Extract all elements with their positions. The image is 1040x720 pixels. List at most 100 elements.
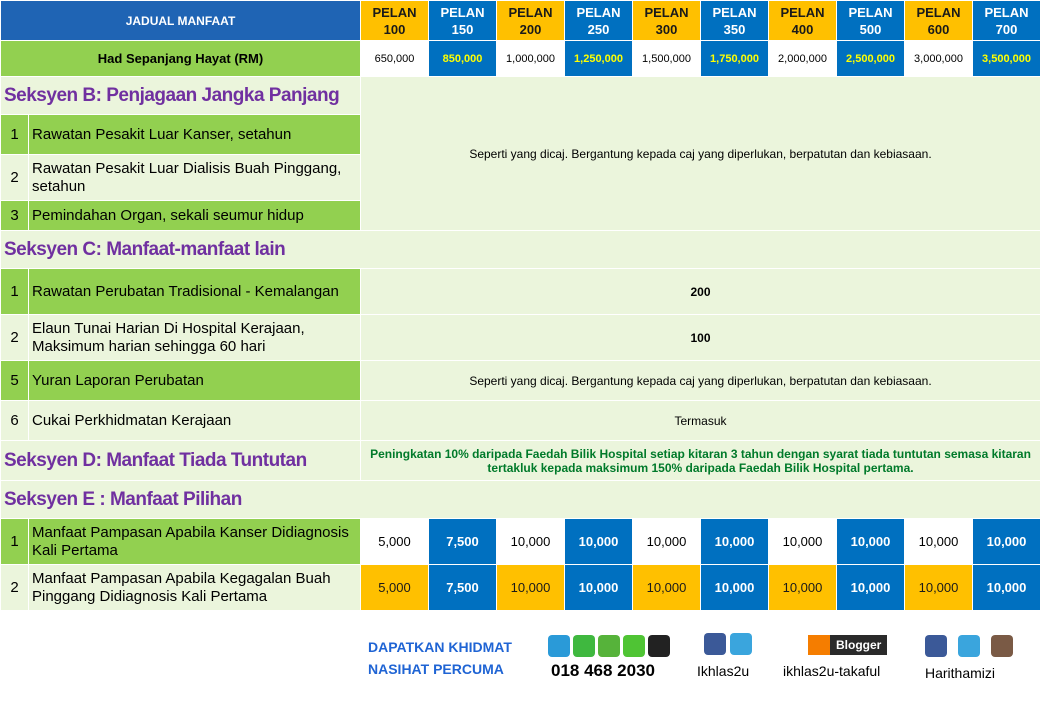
limit-value: 1,250,000: [564, 40, 633, 77]
cta-line: NASIHAT PERCUMA: [368, 661, 504, 677]
icon: [925, 635, 947, 657]
section-title: Seksyen C: Manfaat-manfaat lain: [0, 230, 1040, 269]
row-value: 7,500: [428, 518, 497, 565]
icon: [573, 635, 595, 657]
row-value: 10,000: [700, 564, 769, 611]
limit-value: 1,500,000: [632, 40, 701, 77]
row-number: 1: [0, 518, 29, 565]
limit-value: 2,000,000: [768, 40, 837, 77]
icon: [648, 635, 670, 657]
limit-value: 650,000: [360, 40, 429, 77]
row-value: 10,000: [632, 518, 701, 565]
icon: [598, 635, 620, 657]
section-value: Peningkatan 10% daripada Faedah Bilik Ho…: [360, 440, 1040, 481]
plan-header: PELAN 200: [496, 0, 565, 41]
row-number: 1: [0, 114, 29, 155]
row-value: 10,000: [836, 518, 905, 565]
row-value: 7,500: [428, 564, 497, 611]
icon: [548, 635, 570, 657]
section-title: Seksyen B: Penjagaan Jangka Panjang: [0, 76, 361, 115]
benefit-row: 6 Cukai Perkhidmatan Kerajaan Termasuk: [0, 400, 1040, 441]
plan-header: PELAN 300: [632, 0, 701, 41]
row-value: 200: [360, 268, 1040, 315]
phone: 018 468 2030: [551, 661, 655, 680]
limit-label: Had Sepanjang Hayat (RM): [0, 40, 361, 77]
benefit-row: 2 Elaun Tunai Harian Di Hospital Kerajaan…: [0, 314, 1040, 361]
row-number: 6: [0, 400, 29, 441]
row-number: 5: [0, 360, 29, 401]
plan-header: PELAN 100: [360, 0, 429, 41]
icon: [730, 633, 752, 655]
social-handle: Harithamizi: [925, 665, 996, 681]
icon: [991, 635, 1013, 657]
row-value: 10,000: [768, 564, 837, 611]
row-value: 10,000: [564, 564, 633, 611]
plan-header: PELAN 500: [836, 0, 905, 41]
row-value: Seperti yang dicaj. Bergantung kepada ca…: [360, 360, 1040, 401]
icon: [623, 635, 645, 657]
row-label: Manfaat Pampasan Apabila Kegagalan Buah …: [28, 564, 361, 611]
row-value: 10,000: [496, 564, 565, 611]
row-value: 10,000: [972, 564, 1040, 611]
row-label: Manfaat Pampasan Apabila Kanser Didiagno…: [28, 518, 361, 565]
facebook-handle: Ikhlas2u: [697, 663, 750, 679]
section-row: Seksyen D: Manfaat Tiada Tuntutan Peningk…: [0, 440, 1040, 481]
icon: [704, 633, 726, 655]
section-row: Seksyen C: Manfaat-manfaat lain: [0, 230, 1040, 269]
shared-note: Seperti yang dicaj. Bergantung kepada ca…: [360, 76, 1040, 231]
blogger-badge: Blogger: [808, 635, 888, 655]
limit-value: 3,000,000: [904, 40, 973, 77]
row-label: Cukai Perkhidmatan Kerajaan: [28, 400, 361, 441]
plan-header: PELAN 600: [904, 0, 973, 41]
row-number: 3: [0, 200, 29, 231]
benefit-row: 1 Rawatan Perubatan Tradisional - Kemalan…: [0, 268, 1040, 315]
row-number: 2: [0, 314, 29, 361]
table-body: JADUAL MANFAAT PELAN 100 PELAN 150 PELAN 20…: [0, 0, 1040, 611]
plan-header: PELAN 400: [768, 0, 837, 41]
header-row: JADUAL MANFAAT PELAN 100 PELAN 150 PELAN 20…: [0, 0, 1040, 41]
section-row: Seksyen E : Manfaat Pilihan: [0, 480, 1040, 519]
row-label: Pemindahan Organ, sekali seumur hidup: [28, 200, 361, 231]
row-label: Yuran Laporan Perubatan: [28, 360, 361, 401]
limit-value: 2,500,000: [836, 40, 905, 77]
plan-header: PELAN 250: [564, 0, 633, 41]
limit-value: 850,000: [428, 40, 497, 77]
plan-header: PELAN 350: [700, 0, 769, 41]
row-label: Rawatan Pesakit Luar Kanser, setahun: [28, 114, 361, 155]
row-number: 1: [0, 268, 29, 315]
row-number: 2: [0, 564, 29, 611]
plan-header: PELAN 700: [972, 0, 1040, 41]
plan-header: PELAN 150: [428, 0, 497, 41]
row-label: Rawatan Pesakit Luar Dialisis Buah Pingg…: [28, 154, 361, 201]
footer: DAPATKAN KHIDMAT NASIHAT PERCUMA 018 468…: [0, 611, 1040, 709]
row-label: Rawatan Perubatan Tradisional - Kemalang…: [28, 268, 361, 315]
benefit-table: JADUAL MANFAAT PELAN 100 PELAN 150 PELAN 20…: [0, 0, 1040, 611]
row-value: 10,000: [904, 518, 973, 565]
limit-row: Had Sepanjang Hayat (RM) 650,000 850,000 1,…: [0, 40, 1040, 77]
cta-line: DAPATKAN KHIDMAT: [368, 639, 512, 655]
icon: [958, 635, 980, 657]
benefit-row: 1 Manfaat Pampasan Apabila Kanser Didiagn…: [0, 518, 1040, 565]
row-value: 100: [360, 314, 1040, 361]
benefit-row: 2 Manfaat Pampasan Apabila Kegagalan Buah…: [0, 564, 1040, 611]
blogger-handle: ikhlas2u-takaful: [783, 663, 881, 679]
row-value: 10,000: [836, 564, 905, 611]
benefit-row: 5 Yuran Laporan Perubatan Seperti yang dic…: [0, 360, 1040, 401]
row-value: 10,000: [564, 518, 633, 565]
row-value: 10,000: [496, 518, 565, 565]
section-row: Seksyen B: Penjagaan Jangka Panjang Seper…: [0, 76, 1040, 231]
limit-value: 1,000,000: [496, 40, 565, 77]
row-value: 10,000: [632, 564, 701, 611]
limit-value: 1,750,000: [700, 40, 769, 77]
row-value: Termasuk: [360, 400, 1040, 441]
row-value: 10,000: [972, 518, 1040, 565]
row-value: 10,000: [904, 564, 973, 611]
row-number: 2: [0, 154, 29, 201]
section-title: Seksyen E : Manfaat Pilihan: [0, 480, 1040, 519]
table-title: JADUAL MANFAAT: [0, 0, 361, 41]
benefit-row: 1 Rawatan Pesakit Luar Kanser, setahun: [0, 114, 1040, 155]
row-value: 10,000: [700, 518, 769, 565]
row-label: Elaun Tunai Harian Di Hospital Kerajaan,…: [28, 314, 361, 361]
row-value: 5,000: [360, 564, 429, 611]
